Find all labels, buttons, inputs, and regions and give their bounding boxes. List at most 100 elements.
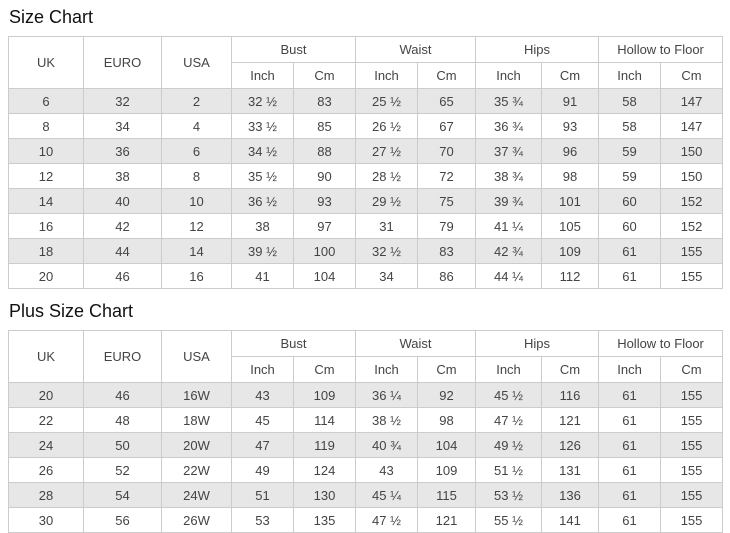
size-cell: 83 [417, 238, 477, 264]
size-cell: 130 [292, 482, 357, 508]
column-header-euro: EURO [83, 36, 162, 89]
size-cell: 61 [598, 382, 662, 408]
size-chart-table: UK EURO USA Bust Waist Hips Hollow to Fl… [8, 36, 724, 289]
size-cell: 155 [660, 507, 724, 533]
size-cell: 20 [8, 382, 84, 408]
size-cell: 40 ¾ [355, 432, 419, 458]
size-cell: 98 [541, 163, 600, 189]
size-chart-header: UK EURO USA Bust Waist Hips Hollow to Fl… [8, 36, 724, 89]
size-cell: 61 [598, 482, 662, 508]
column-subheader-hollow-cm: Cm [660, 356, 724, 383]
column-subheader-bust-cm: Cm [292, 356, 357, 383]
size-cell: 109 [292, 382, 357, 408]
size-cell: 109 [541, 238, 600, 264]
size-cell: 61 [598, 432, 662, 458]
size-row: 8 34 4 33 ½ 85 26 ½ 67 36 ¾ 93 58 147 [8, 113, 724, 139]
column-subheader-hips-cm: Cm [541, 62, 600, 89]
size-cell: 33 ½ [231, 113, 294, 139]
size-cell: 14 [8, 188, 84, 214]
size-chart-body: 6 32 2 32 ½ 83 25 ½ 65 35 ¾ 91 58 147 8 34 4 33 ½ 85 26 … [8, 88, 724, 289]
size-row: 10 36 6 34 ½ 88 27 ½ 70 37 ¾ 96 59 150 [8, 138, 724, 164]
size-cell: 72 [417, 163, 477, 189]
size-cell: 53 [231, 507, 294, 533]
size-cell: 10 [161, 188, 232, 214]
column-subheader-waist-inch: Inch [355, 62, 419, 89]
column-group-hips: Hips [475, 36, 600, 63]
size-cell: 155 [660, 457, 724, 483]
size-cell: 86 [417, 263, 477, 289]
size-cell: 90 [292, 163, 357, 189]
column-subheader-hollow-inch: Inch [598, 62, 662, 89]
size-chart-title: Size Chart [9, 7, 94, 27]
size-cell: 20W [161, 432, 232, 458]
column-header-usa: USA [161, 330, 232, 383]
size-cell: 155 [660, 263, 724, 289]
size-cell: 91 [541, 88, 600, 114]
size-cell: 36 [83, 138, 162, 164]
size-cell: 114 [292, 407, 357, 433]
size-cell: 37 ¾ [475, 138, 543, 164]
size-row: 16 42 12 38 97 31 79 41 ¼ 105 60 152 [8, 213, 724, 239]
size-cell: 39 ¾ [475, 188, 543, 214]
size-cell: 131 [541, 457, 600, 483]
size-cell: 52 [83, 457, 162, 483]
size-cell: 56 [83, 507, 162, 533]
size-row: 20 46 16 41 104 34 86 44 ¼ 112 61 155 [8, 263, 724, 289]
size-cell: 20 [8, 263, 84, 289]
size-row: 14 40 10 36 ½ 93 29 ½ 75 39 ¾ 101 60 152 [8, 188, 724, 214]
size-cell: 16W [161, 382, 232, 408]
size-cell: 36 ¼ [355, 382, 419, 408]
size-cell: 50 [83, 432, 162, 458]
column-subheader-hollow-inch: Inch [598, 356, 662, 383]
size-cell: 4 [161, 113, 232, 139]
size-cell: 147 [660, 113, 724, 139]
size-row: 12 38 8 35 ½ 90 28 ½ 72 38 ¾ 98 59 150 [8, 163, 724, 189]
column-subheader-waist-cm: Cm [417, 62, 477, 89]
plus-size-chart-body: 20 46 16W 43 109 36 ¼ 92 45 ½ 116 61 155 22 48 18W 45 1… [8, 382, 724, 533]
size-cell: 32 [83, 88, 162, 114]
plus-size-chart-table: UK EURO USA Bust Waist Hips Hollow to Fl… [8, 330, 724, 533]
size-cell: 136 [541, 482, 600, 508]
size-cell: 41 [231, 263, 294, 289]
size-cell: 93 [541, 113, 600, 139]
size-cell: 115 [417, 482, 477, 508]
size-cell: 51 ½ [475, 457, 543, 483]
size-cell: 147 [660, 88, 724, 114]
size-cell: 116 [541, 382, 600, 408]
size-cell: 45 [231, 407, 294, 433]
size-cell: 98 [417, 407, 477, 433]
size-cell: 34 [83, 113, 162, 139]
size-cell: 6 [8, 88, 84, 114]
size-cell: 152 [660, 188, 724, 214]
size-cell: 30 [8, 507, 84, 533]
size-cell: 112 [541, 263, 600, 289]
size-cell: 47 ½ [355, 507, 419, 533]
column-group-waist: Waist [355, 330, 477, 357]
size-cell: 43 [231, 382, 294, 408]
column-subheader-hips-inch: Inch [475, 62, 543, 89]
size-cell: 61 [598, 407, 662, 433]
size-cell: 67 [417, 113, 477, 139]
column-subheader-bust-cm: Cm [292, 62, 357, 89]
size-cell: 26 [8, 457, 84, 483]
size-row: 26 52 22W 49 124 43 109 51 ½ 131 61 155 [8, 457, 724, 483]
size-cell: 32 ½ [355, 238, 419, 264]
size-cell: 22 [8, 407, 84, 433]
size-cell: 135 [292, 507, 357, 533]
size-cell: 34 ½ [231, 138, 294, 164]
size-cell: 104 [292, 263, 357, 289]
column-subheader-waist-cm: Cm [417, 356, 477, 383]
size-cell: 75 [417, 188, 477, 214]
size-cell: 155 [660, 482, 724, 508]
header-row-units: Inch Cm Inch Cm Inch Cm Inch Cm [9, 356, 724, 383]
size-cell: 41 ¼ [475, 213, 543, 239]
size-cell: 18 [8, 238, 84, 264]
size-cell: 6 [161, 138, 232, 164]
size-cell: 61 [598, 263, 662, 289]
column-group-hollow-to-floor: Hollow to Floor [598, 330, 724, 357]
column-group-waist: Waist [355, 36, 477, 63]
size-cell: 16 [161, 263, 232, 289]
size-cell: 61 [598, 457, 662, 483]
size-cell: 44 ¼ [475, 263, 543, 289]
size-cell: 119 [292, 432, 357, 458]
